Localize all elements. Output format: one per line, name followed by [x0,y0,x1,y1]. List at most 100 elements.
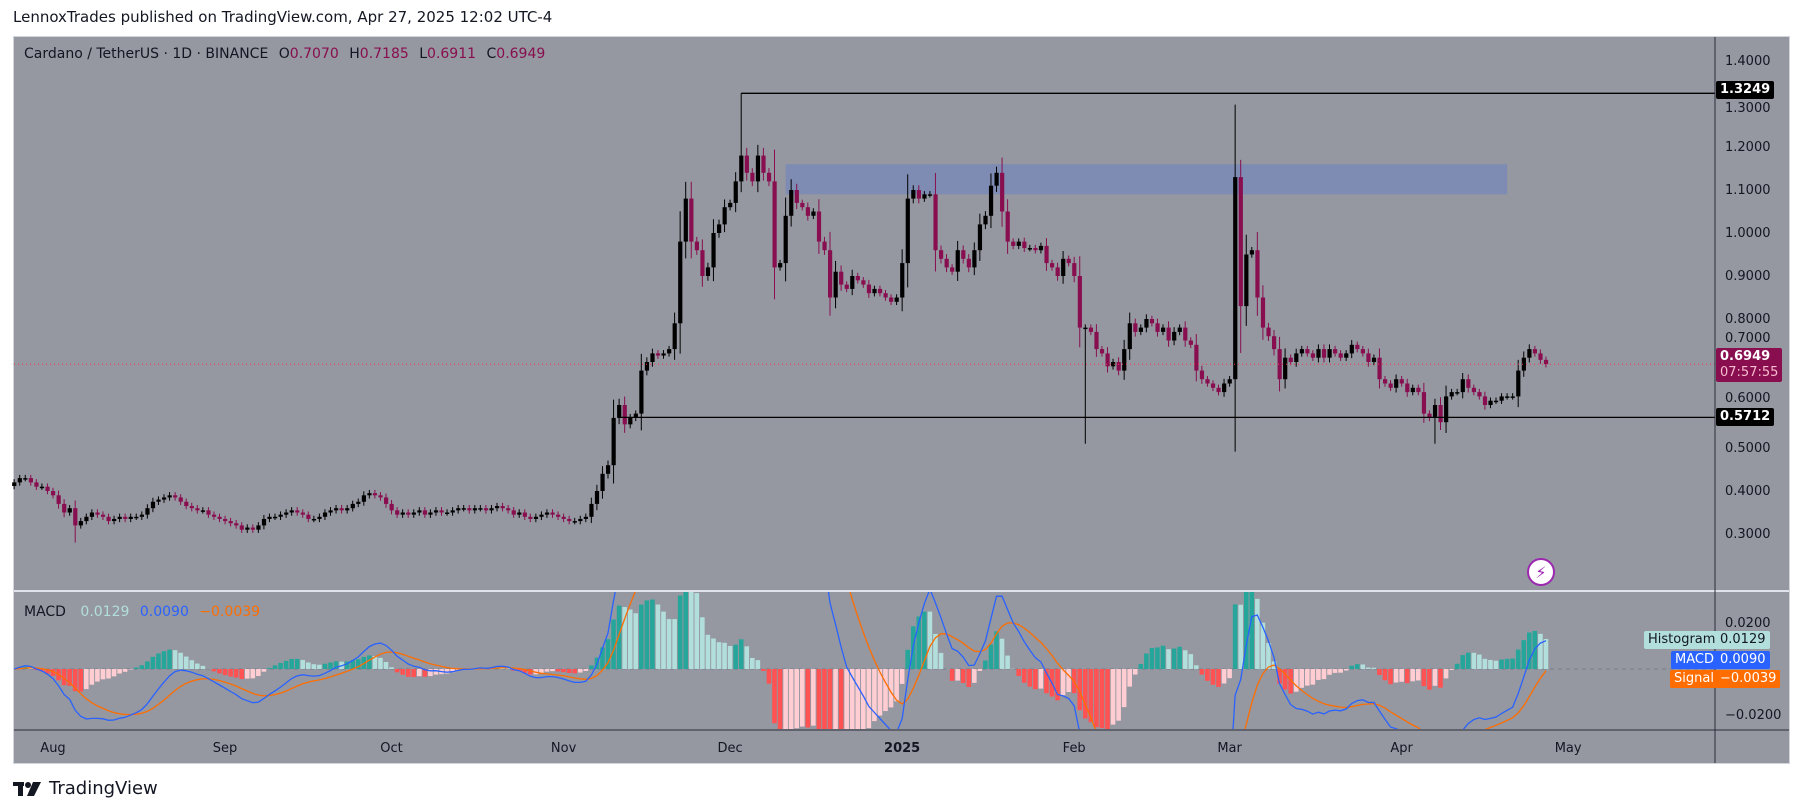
macd-histogram-bar [639,604,644,669]
macd-histogram-bar [1116,669,1121,721]
macd-histogram-bar [84,669,89,690]
macd-histogram-bar [1527,632,1532,669]
lightning-bolt-icon[interactable]: ⚡ [1527,558,1555,586]
candle-body [495,506,500,509]
candle [578,515,583,525]
macd-histogram-bar [1266,642,1271,669]
candle [639,353,644,431]
candle [483,504,489,514]
candle [1510,393,1515,400]
candle [184,498,189,510]
candle [561,513,566,523]
candle [1133,318,1138,337]
symbol-legend[interactable]: Cardano / TetherUS · 1D · BINANCE O0.707… [24,46,551,62]
candle-body [1410,387,1415,393]
macd-histogram-bar [677,595,683,669]
signal-tag-value: −0.0039 [1716,670,1781,688]
candle-body [506,508,511,511]
candle [223,515,228,525]
macd-histogram-bar [1033,669,1038,690]
candle-body [988,185,994,216]
macd-histogram-bar [1449,669,1454,670]
candle [345,504,350,514]
price-tick-label: 0.4000 [1725,484,1771,499]
macd-histogram-bar [61,669,67,686]
candle [239,522,244,533]
macd-histogram-bar [1288,669,1293,694]
candle-body [173,495,178,498]
macd-histogram-bar [411,669,417,678]
macd-histogram-bar [994,631,999,669]
candle [23,474,28,482]
macd-histogram-bar [405,669,411,677]
candle-body [56,495,61,504]
candle-body [744,155,749,173]
macd-histogram-bar [28,667,34,669]
candle [755,144,761,193]
candle-body [195,508,200,511]
candle [389,499,394,515]
candle [1466,374,1471,393]
candle-body [911,190,916,199]
chart-frame[interactable] [13,36,1790,764]
macd-histogram-bar [666,619,672,669]
candle [472,504,477,514]
macd-histogram-bar [1027,669,1033,687]
candle-body [678,241,683,324]
candle [672,312,677,360]
candle-body [1105,353,1110,367]
candle [606,460,611,479]
tradingview-logo[interactable]: TradingView [13,778,158,799]
time-tick-label: Apr [1390,741,1413,756]
candle [622,396,627,433]
candle-body [511,510,516,515]
candle-body [150,501,156,509]
candle [1233,104,1238,452]
candle [1205,375,1210,387]
candle-body [450,510,455,513]
candle-body [972,250,977,268]
candle [611,399,616,484]
macd-histogram-bar [150,656,156,669]
candle-body [1532,349,1538,354]
macd-histogram-bar [816,669,822,729]
candle-body [866,284,872,294]
candle [123,513,128,523]
candle-body [134,516,139,519]
candle [1166,321,1171,347]
candle [1355,341,1360,353]
macd-histogram-bar [577,669,583,673]
candle-body [1360,349,1365,354]
macd-histogram-bar [633,613,639,669]
candle-body [361,495,366,502]
candle-body [12,482,17,487]
macd-histogram-bar [1438,669,1443,688]
macd-histogram-bar [1238,604,1243,669]
candle [944,254,949,273]
candle-body [889,297,894,302]
candle [1538,349,1543,364]
macd-histogram-bar [600,647,605,669]
candle [250,524,255,533]
macd-legend[interactable]: MACD 0.0129 0.0090 −0.0039 [24,604,266,620]
candle [855,272,860,284]
candle [900,249,905,312]
candle [833,260,838,309]
candle [644,357,650,376]
candle-body [106,516,111,522]
candle [1449,388,1454,400]
candle-body [755,155,761,182]
candle [683,181,688,259]
macd-histogram-bar [561,669,566,673]
candle [972,242,977,276]
macd-histogram-bar [1194,665,1199,669]
candle [939,245,944,264]
candle-body [245,527,250,530]
price-tick-label: 0.7000 [1725,331,1771,346]
macd-histogram-bar [67,669,72,686]
candle-body [461,508,466,510]
macd-histogram-bar [1493,660,1499,669]
candle-body [828,250,833,298]
macd-histogram-bar [783,669,788,729]
